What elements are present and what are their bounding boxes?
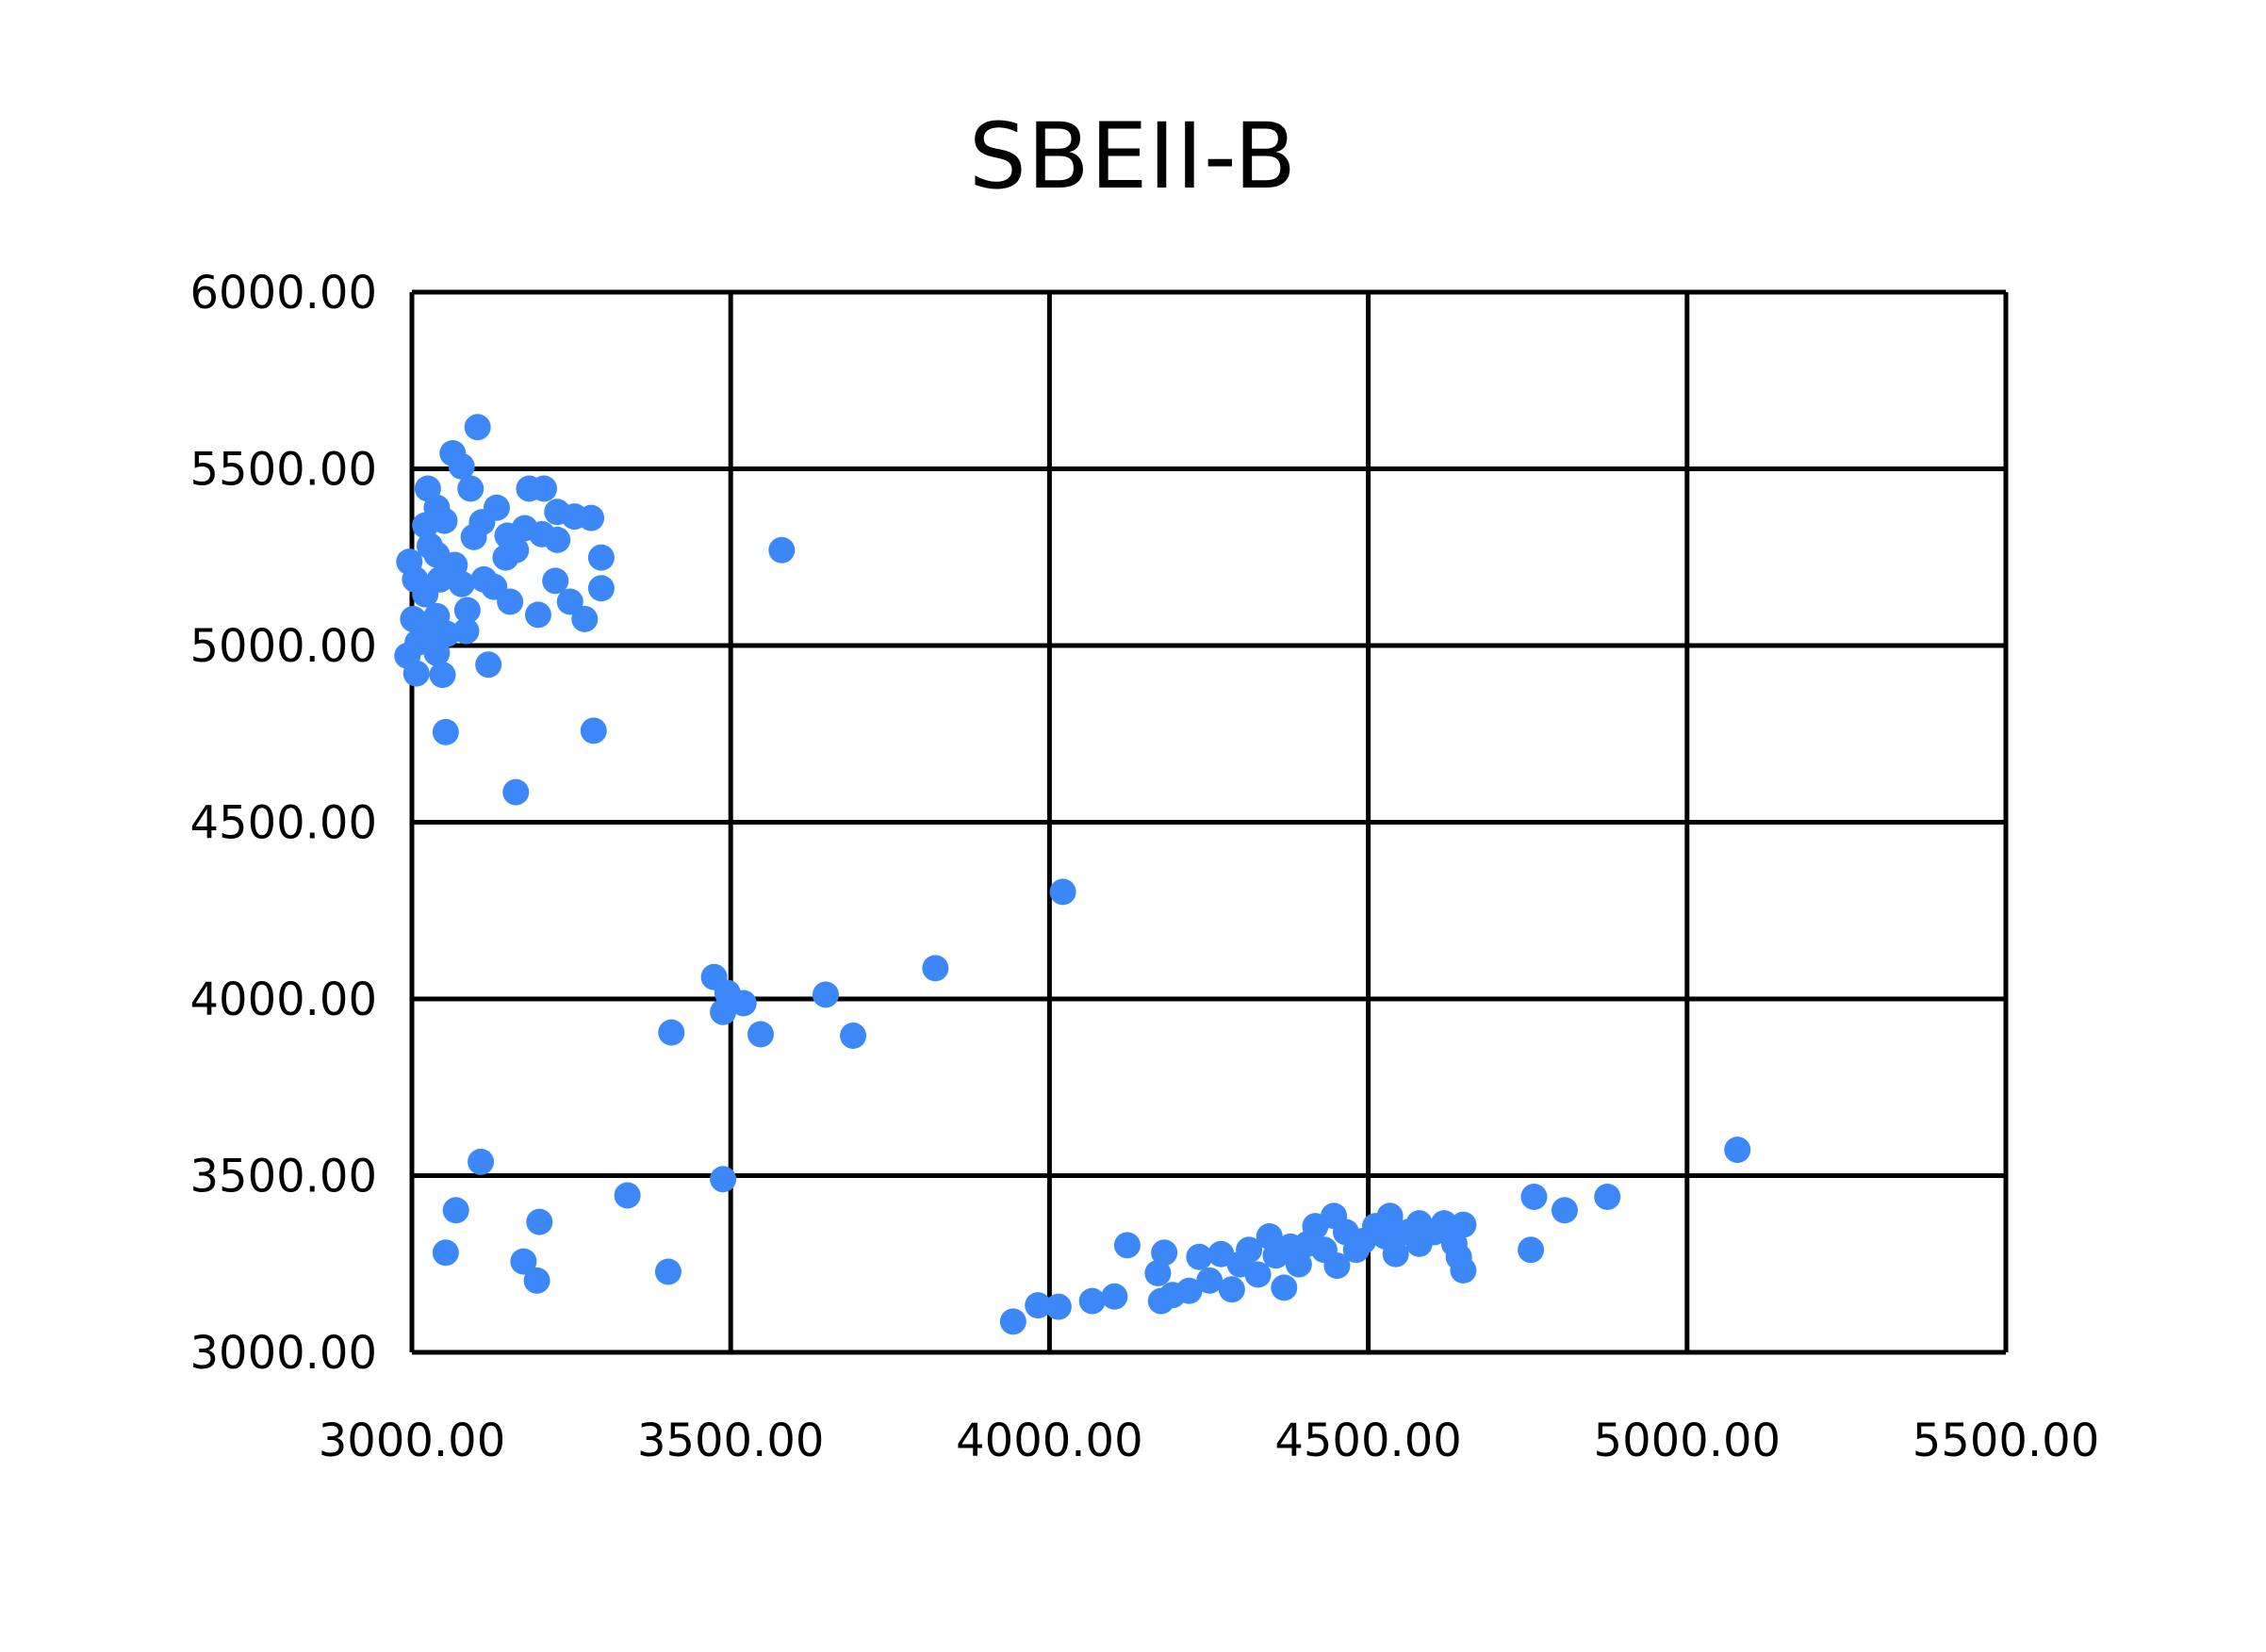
x-axis-tick-labels: 3000.00 3500.00 4000.00 4500.00 5000.00 5500.… (319, 1415, 2100, 1467)
data-point (1518, 1236, 1545, 1264)
data-point (1025, 1292, 1052, 1319)
y-tick-label: 5500.00 (190, 444, 378, 497)
y-tick-label: 3500.00 (190, 1151, 378, 1203)
y-tick-label: 3000.00 (190, 1327, 378, 1380)
data-point (442, 1197, 469, 1224)
data-point (1551, 1197, 1578, 1224)
data-point (580, 717, 607, 744)
data-point (654, 1258, 681, 1285)
data-point (423, 639, 451, 666)
data-point (475, 651, 502, 679)
data-point (1376, 1202, 1404, 1230)
y-tick-label: 5000.00 (190, 620, 378, 673)
data-point (571, 605, 599, 632)
data-point (587, 575, 615, 602)
data-point (1101, 1283, 1128, 1310)
data-point (429, 662, 456, 689)
data-point (457, 475, 484, 502)
data-point (502, 778, 530, 806)
y-tick-label: 6000.00 (190, 267, 378, 319)
data-point (999, 1308, 1026, 1335)
data-point (1285, 1251, 1312, 1278)
data-point (1186, 1243, 1213, 1270)
data-point (1244, 1261, 1272, 1288)
data-points (394, 414, 1751, 1335)
data-point (614, 1182, 641, 1209)
data-point (1151, 1239, 1178, 1267)
x-tick-label: 5500.00 (1913, 1415, 2100, 1467)
data-point (730, 990, 757, 1017)
data-point (840, 1022, 867, 1049)
data-point (1594, 1184, 1621, 1210)
data-point (468, 1148, 495, 1175)
x-tick-label: 4500.00 (1274, 1415, 1462, 1467)
data-point (448, 570, 475, 597)
data-point (432, 718, 459, 745)
data-point (1450, 1257, 1477, 1284)
x-tick-label: 3500.00 (637, 1415, 825, 1467)
y-tick-label: 4500.00 (190, 797, 378, 850)
data-point (1236, 1236, 1263, 1264)
data-point (1431, 1210, 1458, 1237)
data-point (747, 1021, 774, 1048)
y-tick-label: 4000.00 (190, 973, 378, 1026)
data-point (1113, 1232, 1141, 1259)
data-point (524, 601, 551, 629)
x-tick-label: 4000.00 (956, 1415, 1143, 1467)
data-point (426, 565, 453, 593)
data-point (453, 597, 481, 624)
x-tick-label: 5000.00 (1594, 1415, 1782, 1467)
data-point (464, 414, 491, 441)
data-point (1144, 1260, 1172, 1286)
data-point (502, 536, 530, 564)
data-point (544, 526, 571, 553)
data-point (1382, 1240, 1409, 1268)
data-point (523, 1267, 550, 1294)
data-point (1175, 1277, 1203, 1304)
x-tick-label: 3000.00 (319, 1415, 506, 1467)
data-point (526, 1208, 553, 1235)
data-point (448, 452, 475, 480)
data-point (710, 998, 737, 1025)
data-point (587, 544, 615, 571)
data-point (402, 660, 430, 687)
data-point (510, 1248, 537, 1275)
data-point (768, 536, 796, 564)
chart-title: SBEII-B (968, 104, 1298, 209)
data-point (1271, 1274, 1298, 1301)
y-axis-tick-labels: 6000.00 5500.00 5000.00 4500.00 4000.00 3500.… (190, 267, 378, 1380)
data-point (1049, 878, 1076, 906)
data-point (1044, 1293, 1072, 1320)
data-point (1520, 1184, 1548, 1210)
data-point (1450, 1211, 1477, 1238)
data-point (497, 588, 524, 615)
data-point (1218, 1276, 1245, 1303)
data-point (578, 504, 605, 532)
data-point (431, 507, 458, 534)
grid-lines (409, 289, 2009, 1355)
data-point (1323, 1252, 1351, 1280)
data-point (460, 523, 487, 550)
data-point (1078, 1287, 1106, 1315)
data-point (658, 1019, 685, 1046)
data-point (710, 1166, 737, 1193)
data-point (1724, 1137, 1751, 1164)
data-point (542, 567, 569, 595)
data-point (531, 475, 558, 502)
data-point (556, 588, 583, 615)
data-point (812, 981, 839, 1008)
data-point (922, 955, 949, 982)
data-point (1196, 1267, 1223, 1294)
data-point (432, 1239, 459, 1267)
